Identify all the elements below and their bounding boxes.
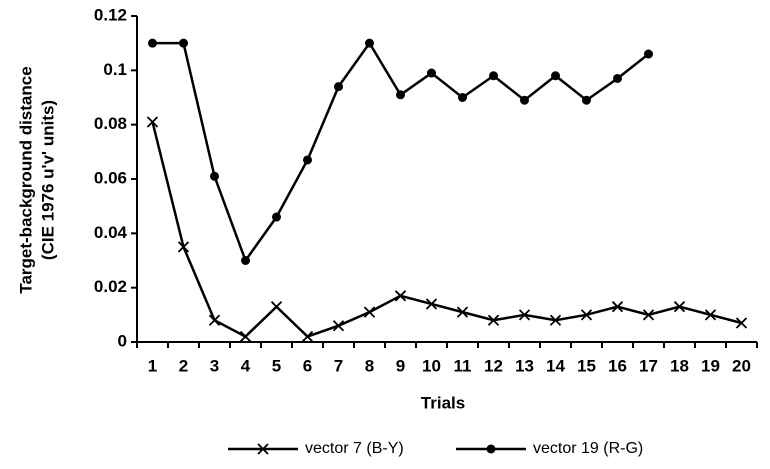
- y-tick-label: 0.04: [94, 223, 128, 242]
- y-tick-label: 0.1: [103, 60, 127, 79]
- x-tick-label: 19: [701, 356, 720, 375]
- x-tick-label: 6: [303, 356, 312, 375]
- marker: [272, 212, 281, 222]
- marker: [148, 38, 157, 48]
- marker: [642, 309, 655, 321]
- marker: [673, 301, 686, 313]
- x-tick-label: 7: [334, 356, 343, 375]
- marker: [241, 256, 250, 265]
- marker: [332, 320, 345, 332]
- x-tick-label: 5: [272, 356, 281, 375]
- marker: [396, 90, 405, 100]
- marker: [520, 95, 529, 105]
- marker: [611, 301, 624, 313]
- x-tick-label: 15: [577, 356, 596, 375]
- marker: [363, 306, 376, 318]
- marker: [179, 38, 188, 48]
- marker: [394, 290, 407, 302]
- marker: [580, 309, 593, 321]
- series-line: [151, 121, 742, 339]
- marker: [458, 93, 467, 102]
- legend-label: vector 19 (R-G): [533, 440, 643, 457]
- marker: [257, 443, 269, 455]
- marker: [427, 68, 436, 78]
- x-tick-label: 8: [365, 356, 374, 375]
- y-tick-label: 0.06: [94, 168, 127, 187]
- marker: [613, 73, 622, 83]
- y-tick-label: 0.12: [94, 5, 127, 24]
- x-tick-label: 16: [608, 356, 627, 375]
- marker: [735, 317, 748, 329]
- x-tick-label: 2: [179, 356, 188, 375]
- x-tick-label: 1: [148, 356, 157, 375]
- marker: [239, 330, 252, 343]
- marker: [549, 314, 562, 326]
- marker: [518, 309, 531, 321]
- marker: [208, 314, 221, 326]
- y-axis-title: Target-background distance: [16, 66, 35, 293]
- x-tick-label: 9: [396, 356, 405, 375]
- x-tick-label: 20: [732, 356, 751, 375]
- marker: [486, 444, 496, 454]
- marker: [303, 155, 312, 165]
- x-tick-label: 12: [484, 356, 503, 375]
- marker: [210, 171, 219, 181]
- marker: [582, 95, 591, 105]
- x-tick-label: 4: [241, 356, 251, 375]
- marker: [365, 38, 374, 48]
- x-tick-label: 14: [546, 356, 565, 375]
- x-axis-title: Trials: [421, 393, 465, 412]
- marker: [704, 309, 717, 321]
- marker: [301, 330, 314, 343]
- marker: [551, 71, 560, 81]
- marker: [425, 298, 438, 310]
- marker: [177, 241, 190, 253]
- x-tick-label: 13: [515, 356, 534, 375]
- x-tick-label: 3: [210, 356, 219, 375]
- legend-label: vector 7 (B-Y): [305, 440, 404, 457]
- series-line: [152, 40, 650, 264]
- y-tick-label: 0.08: [94, 114, 127, 133]
- marker: [456, 306, 469, 318]
- marker: [270, 301, 283, 313]
- marker: [644, 49, 653, 59]
- marker: [334, 82, 343, 92]
- marker: [487, 314, 500, 326]
- y-tick-label: 0.02: [94, 277, 127, 296]
- x-tick-label: 10: [422, 356, 441, 375]
- marker: [489, 71, 498, 81]
- marker: [146, 116, 159, 128]
- x-tick-label: 18: [670, 356, 689, 375]
- y-axis-title: (CIE 1976 u'v' units): [38, 100, 57, 260]
- y-tick-label: 0: [118, 331, 127, 350]
- x-tick-label: 11: [454, 356, 472, 375]
- x-tick-label: 17: [639, 356, 658, 375]
